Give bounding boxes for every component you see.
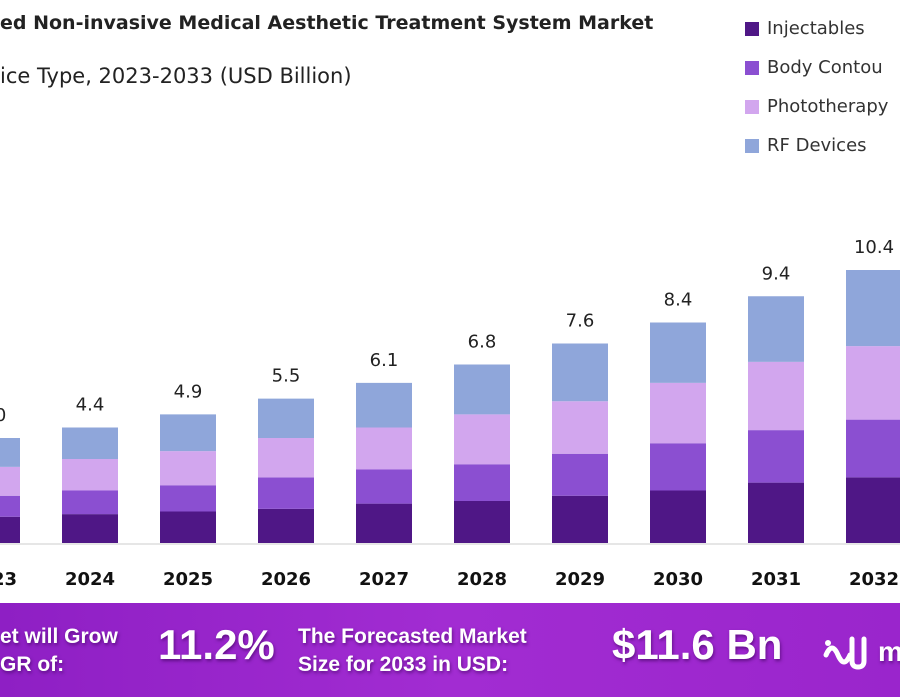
bar-segment-2027-1 <box>356 469 412 504</box>
bar-segment-2030-1 <box>650 443 706 491</box>
bar-segment-2023-2 <box>0 466 20 496</box>
legend-swatch <box>745 60 759 75</box>
forecast-value: $11.6 Bn <box>612 621 783 668</box>
bar-segment-2030-0 <box>650 490 706 543</box>
x-tick-label-2026: 2026 <box>261 569 311 590</box>
bar-segment-2025-2 <box>160 451 216 486</box>
bar-segment-2029-2 <box>552 401 608 454</box>
x-tick-label-2025: 2025 <box>163 569 213 590</box>
legend-item-injectables: Injectables <box>745 18 865 39</box>
bar-segment-2031-1 <box>748 430 804 483</box>
bar-segment-2029-0 <box>552 495 608 543</box>
data-label-2031: 9.4 <box>762 263 791 284</box>
legend-swatch <box>745 21 759 36</box>
bar-segment-2025-0 <box>160 511 216 543</box>
data-label-2024: 4.4 <box>76 395 105 416</box>
x-tick-label-2032: 2032 <box>849 569 899 590</box>
bar-segment-2024-1 <box>62 490 118 515</box>
bar-segment-2027-3 <box>356 382 412 428</box>
bar-segment-2031-2 <box>748 361 804 431</box>
bar-segment-2027-0 <box>356 503 412 543</box>
bar-segment-2032-2 <box>846 346 900 420</box>
legend-swatch <box>745 138 759 153</box>
bar-segment-2023-1 <box>0 495 20 517</box>
bar-segment-2029-3 <box>552 343 608 402</box>
data-label-2030: 8.4 <box>664 290 693 311</box>
bar-segment-2023-0 <box>0 516 20 543</box>
x-tick-label-2031: 2031 <box>751 569 801 590</box>
summary-banner: et will Grow GR of: 11.2% The Forecasted … <box>0 603 900 697</box>
bar-segment-2024-3 <box>62 427 118 459</box>
chart-subtitle: ice Type, 2023-2033 (USD Billion) <box>0 64 352 88</box>
bar-segment-2028-2 <box>454 414 510 465</box>
data-label-2025: 4.9 <box>174 381 203 402</box>
bar-segment-2028-0 <box>454 501 510 543</box>
x-tick-label-2028: 2028 <box>457 569 507 590</box>
bar-segment-2032-3 <box>846 270 900 347</box>
x-tick-label-2024: 2024 <box>65 569 115 590</box>
data-label-2026: 5.5 <box>272 366 301 387</box>
bar-segment-2031-0 <box>748 482 804 543</box>
data-label-2028: 6.8 <box>468 332 497 353</box>
bar-segment-2026-0 <box>258 508 314 543</box>
bar-segment-2024-0 <box>62 514 118 543</box>
bar-segment-2032-1 <box>846 419 900 478</box>
bar-segment-2031-3 <box>748 296 804 362</box>
legend-item-rf-devices: RF Devices <box>745 135 867 156</box>
cagr-label: et will Grow GR of: <box>0 625 118 676</box>
cagr-value: 11.2% <box>158 621 275 668</box>
legend-item-phototherapy: Phototherapy <box>745 96 888 117</box>
bar-segment-2026-1 <box>258 477 314 509</box>
bar-segment-2024-2 <box>62 459 118 491</box>
legend-label: Injectables <box>767 18 865 39</box>
brand-logo-icon: m <box>822 631 900 675</box>
x-tick-label-2030: 2030 <box>653 569 703 590</box>
bar-segment-2027-2 <box>356 427 412 470</box>
data-label-2027: 6.1 <box>370 350 399 371</box>
legend-label: Body Contou <box>767 57 883 78</box>
x-tick-label-2023: 2023 <box>0 569 17 590</box>
bar-segment-2028-3 <box>454 364 510 415</box>
bar-segment-2028-1 <box>454 464 510 501</box>
legend-swatch <box>745 99 759 114</box>
x-tick-label-2029: 2029 <box>555 569 605 590</box>
bar-segment-2025-1 <box>160 485 216 512</box>
legend-item-body-contouring: Body Contou <box>745 57 883 78</box>
legend-label: Phototherapy <box>767 96 889 117</box>
bar-segment-2025-3 <box>160 414 216 452</box>
bar-segment-2030-2 <box>650 382 706 444</box>
svg-text:m: m <box>878 636 900 667</box>
bar-segment-2026-2 <box>258 438 314 478</box>
bar-segment-2029-1 <box>552 453 608 496</box>
stacked-bar-chart: 4.0 2023 4.4 2024 4.9 2025 5.5 2026 6.1 2027 6.8 20… <box>0 237 900 590</box>
bar-segment-2023-3 <box>0 438 20 467</box>
data-label-2032: 10.4 <box>854 237 894 258</box>
bar-segment-2032-0 <box>846 477 900 543</box>
legend-label: RF Devices <box>767 135 867 156</box>
bar-segment-2026-3 <box>258 398 314 438</box>
forecast-label: The Forecasted Market Size for 2033 in US… <box>298 625 527 676</box>
data-label-2029: 7.6 <box>566 311 595 332</box>
chart-title: ed Non-invasive Medical Aesthetic Treatm… <box>0 12 654 34</box>
data-label-2023: 4.0 <box>0 405 6 426</box>
bar-segment-2030-3 <box>650 322 706 383</box>
x-tick-label-2027: 2027 <box>359 569 409 590</box>
